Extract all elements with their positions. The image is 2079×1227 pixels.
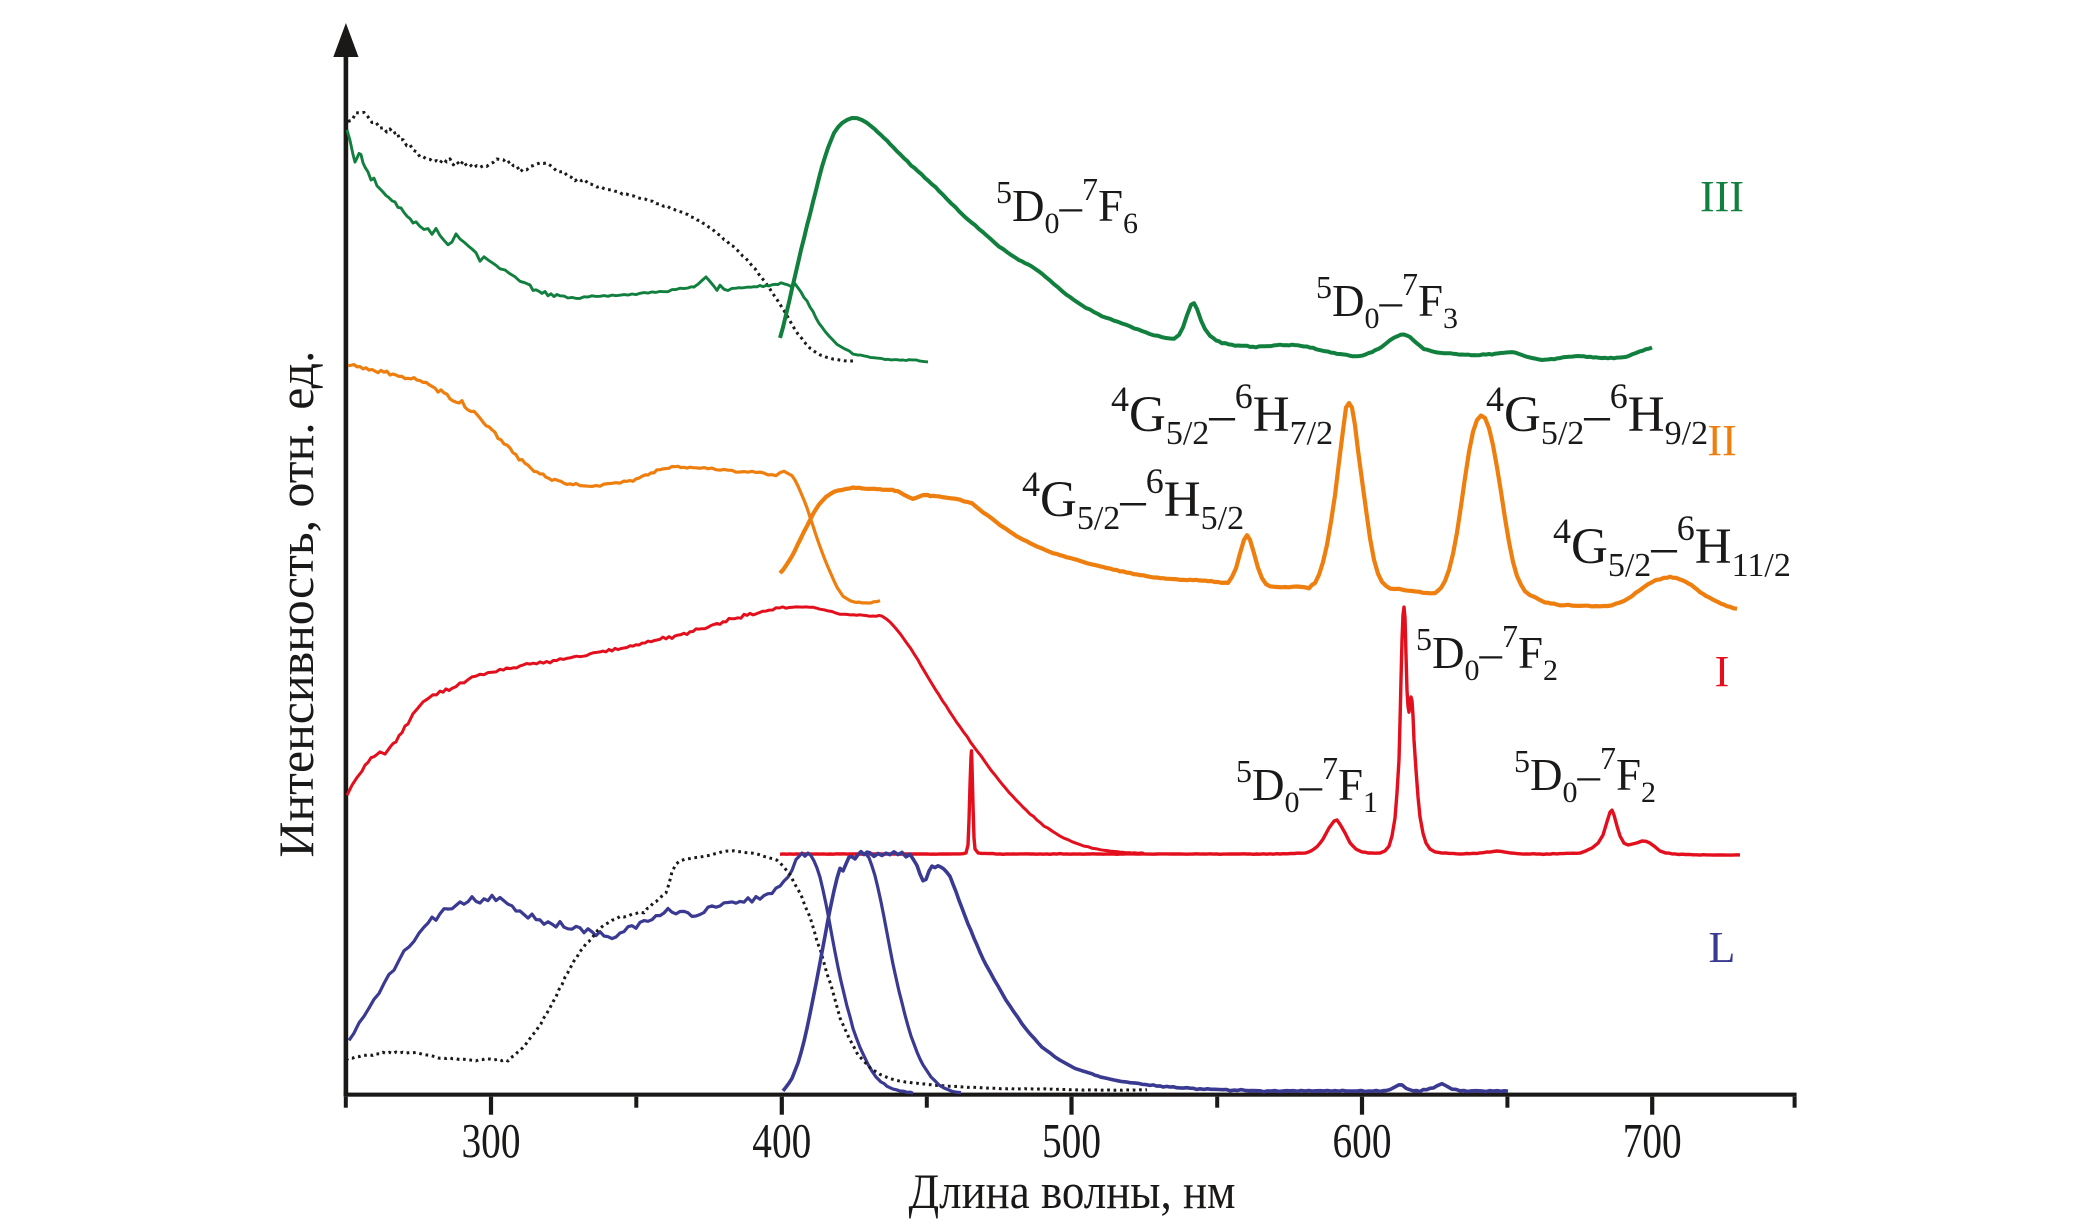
svg-text:5D0–7F6: 5D0–7F6 [996,171,1138,240]
svg-text:5D0–7F1: 5D0–7F1 [1236,750,1378,819]
svg-text:4G5/2–6H11/2: 4G5/2–6H11/2 [1553,508,1791,584]
svg-text:4G5/2–6H9/2: 4G5/2–6H9/2 [1486,376,1708,452]
svg-text:5D0–7F2: 5D0–7F2 [1514,740,1656,809]
svg-text:5D0–7F2: 5D0–7F2 [1416,618,1558,687]
svg-text:700: 700 [1623,1113,1682,1168]
svg-text:500: 500 [1042,1113,1101,1168]
svg-text:III: III [1700,172,1744,221]
svg-text:600: 600 [1333,1113,1392,1168]
svg-text:5D0–7F3: 5D0–7F3 [1316,266,1458,335]
svg-text:L: L [1709,923,1736,972]
svg-text:4G5/2–6H5/2: 4G5/2–6H5/2 [1022,461,1244,537]
svg-text:Интенсивность, отн. ед.: Интенсивность, отн. ед. [268,351,324,858]
svg-text:I: I [1715,647,1730,696]
svg-text:II: II [1707,416,1736,465]
svg-text:Длина волны, нм: Длина волны, нм [909,1163,1236,1219]
svg-text:300: 300 [462,1113,521,1168]
svg-text:400: 400 [752,1113,811,1168]
svg-text:4G5/2–6H7/2: 4G5/2–6H7/2 [1111,376,1333,452]
